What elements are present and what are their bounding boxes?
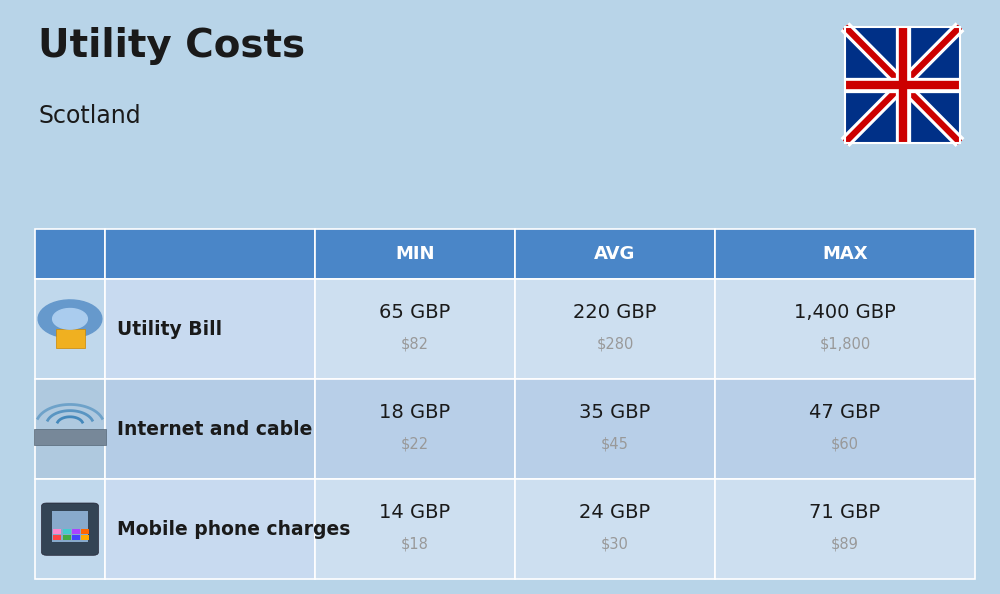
- Text: Utility Bill: Utility Bill: [117, 320, 222, 339]
- Bar: [35, 479, 105, 579]
- Bar: [34, 429, 106, 444]
- Text: 220 GBP: 220 GBP: [573, 303, 657, 322]
- Bar: [845, 27, 960, 143]
- Text: $82: $82: [401, 337, 429, 352]
- Text: 71 GBP: 71 GBP: [809, 503, 881, 522]
- Text: $60: $60: [831, 437, 859, 451]
- Text: 14 GBP: 14 GBP: [379, 503, 451, 522]
- Bar: [63, 535, 71, 540]
- Bar: [105, 279, 315, 379]
- Bar: [105, 379, 315, 479]
- Text: 1,400 GBP: 1,400 GBP: [794, 303, 896, 322]
- Bar: [53, 529, 61, 534]
- FancyBboxPatch shape: [42, 503, 98, 555]
- Text: 35 GBP: 35 GBP: [579, 403, 651, 422]
- Bar: [72, 535, 80, 540]
- Bar: [315, 479, 515, 579]
- Bar: [81, 535, 89, 540]
- Text: 47 GBP: 47 GBP: [809, 403, 881, 422]
- Bar: [715, 379, 975, 479]
- Bar: [515, 379, 715, 479]
- Text: $18: $18: [401, 536, 429, 551]
- Text: MIN: MIN: [395, 245, 435, 263]
- Text: Scotland: Scotland: [38, 104, 141, 128]
- Text: $280: $280: [596, 337, 634, 352]
- Text: 24 GBP: 24 GBP: [579, 503, 651, 522]
- Text: $1,800: $1,800: [819, 337, 871, 352]
- Text: $89: $89: [831, 536, 859, 551]
- Bar: [515, 279, 715, 379]
- Bar: [515, 229, 715, 279]
- Bar: [35, 229, 105, 279]
- Bar: [715, 479, 975, 579]
- Bar: [515, 479, 715, 579]
- Bar: [63, 529, 71, 534]
- Polygon shape: [53, 308, 87, 329]
- Bar: [35, 279, 105, 379]
- Text: 18 GBP: 18 GBP: [379, 403, 451, 422]
- Bar: [35, 379, 105, 479]
- Bar: [315, 379, 515, 479]
- Bar: [845, 27, 960, 143]
- Text: Mobile phone charges: Mobile phone charges: [117, 520, 350, 539]
- Text: AVG: AVG: [594, 245, 636, 263]
- Bar: [52, 511, 88, 542]
- Bar: [105, 229, 315, 279]
- Bar: [315, 229, 515, 279]
- Text: Utility Costs: Utility Costs: [38, 27, 305, 65]
- Bar: [56, 329, 84, 348]
- Text: MAX: MAX: [822, 245, 868, 263]
- Text: 65 GBP: 65 GBP: [379, 303, 451, 322]
- Bar: [715, 229, 975, 279]
- Bar: [53, 535, 61, 540]
- Bar: [315, 279, 515, 379]
- Text: $22: $22: [401, 437, 429, 451]
- Text: Internet and cable: Internet and cable: [117, 420, 312, 438]
- Text: $45: $45: [601, 437, 629, 451]
- Text: $30: $30: [601, 536, 629, 551]
- Bar: [105, 479, 315, 579]
- Bar: [72, 529, 80, 534]
- Bar: [715, 279, 975, 379]
- Bar: [81, 529, 89, 534]
- Polygon shape: [38, 300, 102, 338]
